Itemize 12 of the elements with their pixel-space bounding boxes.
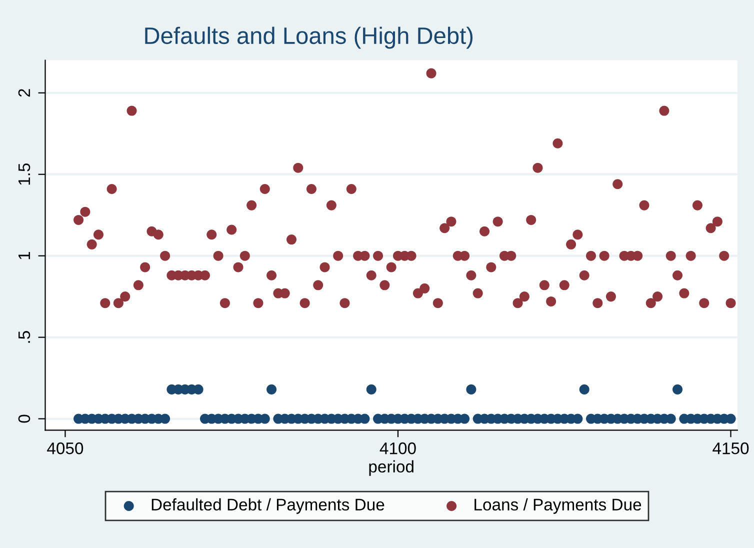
x-tick-label: 4050 <box>47 442 84 454</box>
y-tick-label: 1 <box>18 252 30 260</box>
y-tick-label: .5 <box>18 331 30 343</box>
x-tick-label: 4100 <box>380 442 416 454</box>
y-tick-label: 1.5 <box>18 163 30 185</box>
x-tick-label: 4150 <box>712 442 749 454</box>
legend-label: Loans / Payments Due <box>474 498 642 514</box>
x-axis-title: period <box>369 460 414 476</box>
chart-title: Defaults and Loans (High Debt) <box>145 26 473 49</box>
y-tick-label: 0 <box>18 414 30 423</box>
y-tick-label: 2 <box>18 89 30 97</box>
legend-label: Defaulted Debt / Payments Due <box>152 498 384 514</box>
